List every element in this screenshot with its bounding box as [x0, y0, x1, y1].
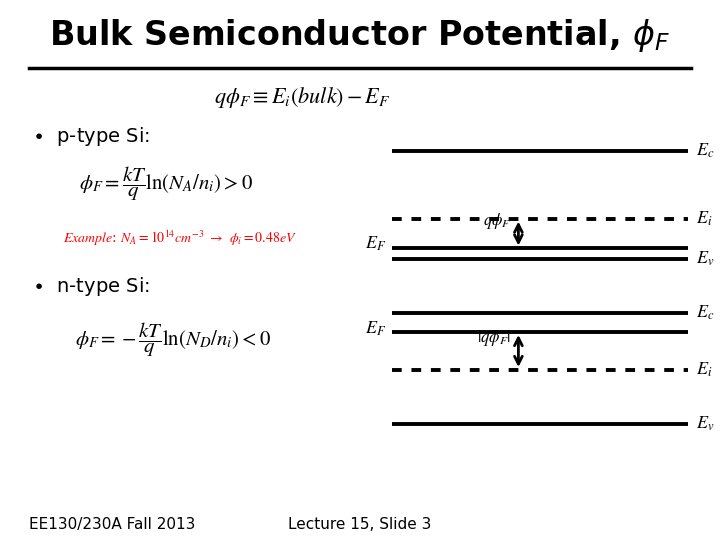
Text: $E_i$: $E_i$ — [696, 361, 713, 379]
Text: $q\phi_F$: $q\phi_F$ — [483, 211, 511, 231]
Text: $\phi_F = -\dfrac{kT}{q}\ln(N_D / n_i) < 0$: $\phi_F = -\dfrac{kT}{q}\ln(N_D / n_i) <… — [75, 321, 271, 360]
Text: $E_v$: $E_v$ — [696, 250, 715, 268]
Text: $E_i$: $E_i$ — [696, 210, 713, 228]
Text: $E_F$: $E_F$ — [366, 320, 387, 338]
Text: EE130/230A Fall 2013: EE130/230A Fall 2013 — [29, 517, 195, 532]
Text: Lecture 15, Slide 3: Lecture 15, Slide 3 — [288, 517, 432, 532]
Text: Bulk Semiconductor Potential, $\boldsymbol{\phi_F}$: Bulk Semiconductor Potential, $\boldsymb… — [50, 17, 670, 53]
Text: $|q\phi_F|$: $|q\phi_F|$ — [477, 328, 511, 348]
Text: $E_c$: $E_c$ — [696, 142, 715, 160]
Text: $E_v$: $E_v$ — [696, 415, 715, 433]
Text: $q\phi_F \equiv E_i(bulk) - E_F$: $q\phi_F \equiv E_i(bulk) - E_F$ — [214, 85, 391, 110]
Text: $\mathit{Example}$: $N_A = 10^{14}cm^{-3}$ $\rightarrow$ $\phi_i = 0.48eV$: $\mathit{Example}$: $N_A = 10^{14}cm^{-3… — [63, 229, 297, 248]
Text: $E_c$: $E_c$ — [696, 304, 715, 322]
Text: $\bullet$  n-type Si:: $\bullet$ n-type Si: — [32, 275, 150, 298]
Text: $\bullet$  p-type Si:: $\bullet$ p-type Si: — [32, 125, 150, 147]
Text: $\phi_F = \dfrac{kT}{q}\ln(N_A / n_i) > 0$: $\phi_F = \dfrac{kT}{q}\ln(N_A / n_i) > … — [78, 164, 253, 203]
Text: $E_F$: $E_F$ — [366, 235, 387, 253]
